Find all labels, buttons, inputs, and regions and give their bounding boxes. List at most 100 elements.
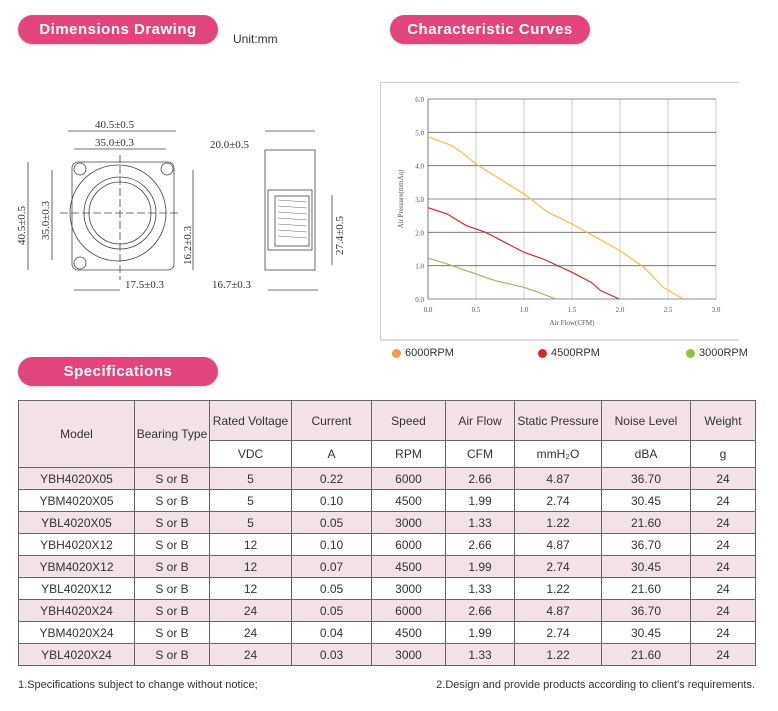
chart-frame: 0.0 0.5 1.0 1.5 2.0 2.5 3.0 0.0 1.0 2.0 3.0 4.0 5.0 6… bbox=[380, 82, 739, 341]
dimension-drawing: 40.5±0.5 35.0±0.3 40.5±0.5 35.0±0.3 16.2… bbox=[16, 119, 346, 291]
y-tick-label: 4.0 bbox=[415, 163, 424, 171]
table-row: YBM4020X24 S or B 24 0.04 4500 1.99 2.74 30.45 2… bbox=[18, 621, 756, 644]
table-cell: 30.45 bbox=[601, 621, 691, 644]
legend-label: 3000RPM bbox=[699, 347, 748, 359]
table-cell: 2.66 bbox=[445, 467, 515, 490]
table-row: YBH4020X24 S or B 24 0.05 6000 2.66 4.87 36.70 2… bbox=[18, 599, 756, 622]
table-cell: 0.03 bbox=[291, 643, 372, 666]
series-line-3000RPM bbox=[427, 257, 556, 300]
table-cell: 24 bbox=[209, 643, 292, 666]
table-cell: 4.87 bbox=[514, 467, 602, 490]
table-cell: S or B bbox=[134, 511, 210, 534]
header-bearing: Bearing Type bbox=[134, 400, 210, 468]
dim-front-width-inner: 35.0±0.3 bbox=[95, 137, 135, 149]
legend-dot-icon bbox=[392, 348, 401, 358]
table-cell: 2.74 bbox=[514, 489, 602, 512]
y-axis-label: Air Pressure(mmAq) bbox=[397, 169, 405, 229]
table-cell: YBM4020X24 bbox=[18, 621, 135, 644]
table-cell: 21.60 bbox=[601, 643, 691, 666]
table-row: YBM4020X12 S or B 12 0.07 4500 1.99 2.74 30.45 2… bbox=[18, 555, 756, 578]
table-cell: 1.33 bbox=[445, 511, 515, 534]
table-cell: 24 bbox=[690, 511, 756, 534]
table-cell: 3000 bbox=[371, 643, 446, 666]
table-cell: S or B bbox=[134, 489, 210, 512]
characteristic-curves-chart: 0.0 0.5 1.0 1.5 2.0 2.5 3.0 0.0 1.0 2.0 3.0 4.0 5.0 6… bbox=[397, 96, 721, 327]
header-noise: Noise Level bbox=[601, 400, 691, 441]
table-cell: 3000 bbox=[371, 511, 446, 534]
table-cell: 4500 bbox=[371, 489, 446, 512]
table-cell: 1.33 bbox=[445, 577, 515, 600]
x-tick-label: 2.0 bbox=[616, 306, 625, 314]
table-cell: S or B bbox=[134, 599, 210, 622]
dimensions-title: Dimensions Drawing bbox=[18, 15, 218, 44]
table-cell: 1.99 bbox=[445, 489, 515, 512]
table-cell: 5 bbox=[209, 467, 292, 490]
header-weight: Weight bbox=[690, 400, 756, 441]
table-cell: 6000 bbox=[371, 533, 446, 556]
footnote-2: 2.Design and provide products according … bbox=[436, 679, 755, 691]
specifications-table: Model Bearing Type Rated Voltage Current… bbox=[18, 400, 756, 666]
header-pressure: Static Pressure bbox=[514, 400, 602, 441]
table-cell: S or B bbox=[134, 555, 210, 578]
table-cell: 0.05 bbox=[291, 599, 372, 622]
table-cell: 24 bbox=[690, 643, 756, 666]
legend-dot-icon bbox=[538, 348, 547, 358]
table-cell: 1.33 bbox=[445, 643, 515, 666]
dim-side-width: 20.0±0.5 bbox=[210, 139, 250, 151]
table-cell: 36.70 bbox=[601, 599, 691, 622]
table-cell: S or B bbox=[134, 643, 210, 666]
unit-cell: CFM bbox=[445, 440, 515, 468]
x-axis-label: Air Flow(CFM) bbox=[550, 319, 596, 327]
table-cell: 4.87 bbox=[514, 599, 602, 622]
table-cell: 24 bbox=[690, 621, 756, 644]
table-cell: 21.60 bbox=[601, 511, 691, 534]
table-row: YBM4020X05 S or B 5 0.10 4500 1.99 2.74 30.45 24 bbox=[18, 489, 756, 512]
dim-side-bottom: 16.7±0.3 bbox=[212, 279, 252, 291]
table-cell: S or B bbox=[134, 577, 210, 600]
table-cell: S or B bbox=[134, 621, 210, 644]
table-cell: 2.66 bbox=[445, 599, 515, 622]
table-cell: 24 bbox=[690, 533, 756, 556]
table-row: YBH4020X12 S or B 12 0.10 6000 2.66 4.87 36.70 2… bbox=[18, 533, 756, 556]
table-cell: 0.10 bbox=[291, 533, 372, 556]
table-cell: YBL4020X05 bbox=[18, 511, 135, 534]
table-cell: 1.22 bbox=[514, 511, 602, 534]
table-cell: YBM4020X05 bbox=[18, 489, 135, 512]
table-cell: 4500 bbox=[371, 621, 446, 644]
legend-4500: 4500RPM bbox=[538, 347, 600, 359]
x-tick-label: 3.0 bbox=[712, 306, 721, 314]
table-cell: S or B bbox=[134, 467, 210, 490]
table-cell: 2.66 bbox=[445, 533, 515, 556]
header-row: Model Bearing Type Rated Voltage Current… bbox=[18, 400, 756, 468]
table-cell: 2.74 bbox=[514, 621, 602, 644]
table-cell: 24 bbox=[690, 555, 756, 578]
table-cell: 0.05 bbox=[291, 511, 372, 534]
table-cell: 36.70 bbox=[601, 467, 691, 490]
curves-title: Characteristic Curves bbox=[390, 15, 590, 44]
table-cell: 1.99 bbox=[445, 621, 515, 644]
table-cell: S or B bbox=[134, 533, 210, 556]
x-tick-label: 0.0 bbox=[424, 306, 433, 314]
table-row: YBL4020X05 S or B 5 0.05 3000 1.33 1.22 21.60 24 bbox=[18, 511, 756, 534]
table-cell: YBL4020X12 bbox=[18, 577, 135, 600]
y-tick-label: 3.0 bbox=[415, 196, 424, 204]
table-cell: 1.99 bbox=[445, 555, 515, 578]
table-cell: YBH4020X24 bbox=[18, 599, 135, 622]
legend-label: 4500RPM bbox=[551, 347, 600, 359]
table-cell: 5 bbox=[209, 511, 292, 534]
table-cell: 0.22 bbox=[291, 467, 372, 490]
table-row: YBL4020X12 S or B 12 0.05 3000 1.33 1.22 21.60 2… bbox=[18, 577, 756, 600]
y-tick-label: 5.0 bbox=[415, 129, 424, 137]
table-cell: 5 bbox=[209, 489, 292, 512]
table-cell: YBM4020X12 bbox=[18, 555, 135, 578]
unit-cell: g bbox=[690, 440, 756, 468]
y-tick-label: 1.0 bbox=[415, 263, 424, 271]
table-cell: 1.22 bbox=[514, 643, 602, 666]
unit-cell: mmH₂O bbox=[514, 440, 602, 468]
table-row: YBL4020X24 S or B 24 0.03 3000 1.33 1.22 21.60 2… bbox=[18, 643, 756, 666]
table-cell: 24 bbox=[209, 599, 292, 622]
table-cell: 0.05 bbox=[291, 577, 372, 600]
table-cell: 6000 bbox=[371, 599, 446, 622]
y-tick-label: 0.0 bbox=[415, 296, 424, 304]
